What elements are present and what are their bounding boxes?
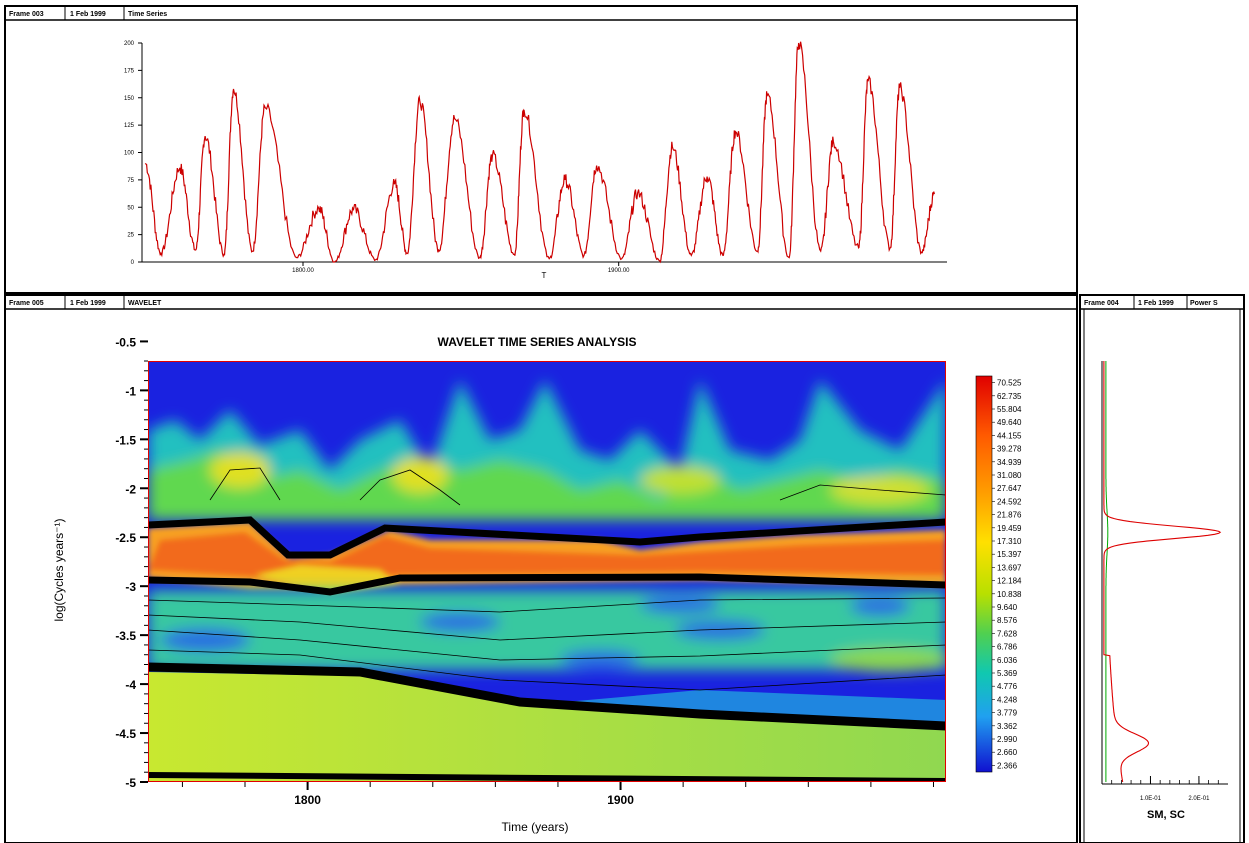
legend-level-label: 4.776 xyxy=(997,682,1018,691)
x-tick-label: 2.0E-01 xyxy=(1188,796,1210,802)
y-tick-label: 125 xyxy=(124,123,135,129)
x-tick-label: 1900.00 xyxy=(608,268,630,274)
y-tick-label: 150 xyxy=(124,96,135,102)
wavelet-y-label: log(Cycles years⁻¹) xyxy=(52,518,66,621)
legend-level-label: 2.660 xyxy=(997,748,1018,757)
y-tick-label: -5 xyxy=(125,776,136,790)
legend-level-label: 70.525 xyxy=(997,379,1022,388)
frame-label-title: WAVELET xyxy=(128,300,162,307)
frame-label-id: Frame 004 xyxy=(1084,300,1119,307)
y-tick-label: -2 xyxy=(125,482,136,496)
legend-level-label: 2.990 xyxy=(997,735,1018,744)
y-tick-label: 175 xyxy=(124,68,135,74)
y-tick-label: -3.5 xyxy=(115,629,136,643)
spectrum-frame: Frame 004 1 Feb 1999 Power S 1.0E-01 2.0E… xyxy=(1079,294,1245,843)
legend-level-label: 9.640 xyxy=(997,603,1018,612)
spectrum-power-line xyxy=(1103,361,1222,782)
legend-level-label: 10.838 xyxy=(997,590,1022,599)
legend-level-label: 24.592 xyxy=(997,497,1022,506)
time-series-line xyxy=(144,41,935,264)
time-series-x-label: T xyxy=(542,271,547,280)
time-series-axes: 0 25 50 75 100 125 150 175 200 1800.00 1900.00 T xyxy=(124,41,947,280)
frame-label-title: Time Series xyxy=(128,11,167,18)
legend-level-label: 17.310 xyxy=(997,537,1022,546)
y-tick-label: -1 xyxy=(125,384,136,398)
legend-level-label: 3.779 xyxy=(997,709,1018,718)
legend-level-label: 7.628 xyxy=(997,629,1018,638)
y-tick-label: 0 xyxy=(131,260,135,266)
wavelet-heatmap xyxy=(148,361,946,782)
spectrum-border xyxy=(1079,294,1245,843)
spectrum-axes: 1.0E-01 2.0E-01 SM, SC xyxy=(1101,361,1228,821)
x-tick-label: 1800.00 xyxy=(292,268,314,274)
legend-level-label: 49.640 xyxy=(997,418,1022,427)
spectrum-x-label: SM, SC xyxy=(1147,809,1185,821)
wavelet-x-label: Time (years) xyxy=(502,820,569,834)
legend-level-label: 44.155 xyxy=(997,431,1022,440)
wavelet-frame: Frame 005 1 Feb 1999 WAVELET WAVELET TIM… xyxy=(4,294,1078,843)
y-tick-label: 100 xyxy=(124,151,135,157)
legend-level-label: 4.248 xyxy=(997,695,1018,704)
y-tick-label: 25 xyxy=(127,233,134,239)
time-series-border xyxy=(4,5,1078,294)
wavelet-border xyxy=(4,294,1078,843)
legend-level-label: 62.735 xyxy=(997,392,1022,401)
legend-level-label: 39.278 xyxy=(997,445,1022,454)
y-tick-label: -4.5 xyxy=(115,727,136,741)
legend-level-label: 15.397 xyxy=(997,550,1022,559)
wavelet-title: WAVELET TIME SERIES ANALYSIS xyxy=(438,335,637,349)
y-tick-label: 50 xyxy=(127,205,134,211)
legend-level-label: 31.080 xyxy=(997,471,1022,480)
y-tick-label: 200 xyxy=(124,41,135,47)
legend-level-label: 21.876 xyxy=(997,511,1022,520)
legend-level-label: 8.576 xyxy=(997,616,1018,625)
y-tick-label: -2.5 xyxy=(115,531,136,545)
frame-label-id: Frame 005 xyxy=(9,300,44,307)
y-tick-label: -0.5 xyxy=(115,335,136,349)
frame-label-date: 1 Feb 1999 xyxy=(1138,300,1174,307)
spectrum-inner-border xyxy=(1083,308,1241,843)
legend-level-label: 6.786 xyxy=(997,643,1018,652)
y-tick-label: 75 xyxy=(127,178,134,184)
legend-level-label: 2.366 xyxy=(997,761,1018,770)
frame-label-title: Power S xyxy=(1190,300,1218,307)
x-tick-label: 1900 xyxy=(607,793,634,807)
y-tick-label: -1.5 xyxy=(115,433,136,447)
legend-level-label: 6.036 xyxy=(997,656,1018,665)
y-tick-label: -3 xyxy=(125,580,136,594)
legend-level-label: 19.459 xyxy=(997,524,1022,533)
frame-label-date: 1 Feb 1999 xyxy=(70,11,106,18)
frame-label-id: Frame 003 xyxy=(9,11,44,18)
spectrum-significance-line xyxy=(1105,361,1109,782)
legend-level-label: 13.697 xyxy=(997,563,1022,572)
legend-level-label: 5.369 xyxy=(997,669,1018,678)
y-tick-label: -4 xyxy=(125,678,136,692)
colorbar-legend: 70.525 62.735 55.804 49.640 44.155 39.278 34.9… xyxy=(975,375,1022,773)
legend-level-label: 34.939 xyxy=(997,458,1022,467)
legend-level-label: 27.647 xyxy=(997,484,1022,493)
legend-level-label: 3.362 xyxy=(997,722,1018,731)
legend-level-label: 55.804 xyxy=(997,405,1022,414)
time-series-frame: Frame 003 1 Feb 1999 Time Series 0 25 50 75… xyxy=(4,5,1078,294)
x-tick-label: 1.0E-01 xyxy=(1140,796,1162,802)
x-tick-label: 1800 xyxy=(294,793,321,807)
legend-level-label: 12.184 xyxy=(997,577,1022,586)
wavelet-axes: -0.5-1-1.5-2-2.5-3-3.5-4-4.5-5 1800 1900 … xyxy=(52,335,934,834)
frame-label-date: 1 Feb 1999 xyxy=(70,300,106,307)
